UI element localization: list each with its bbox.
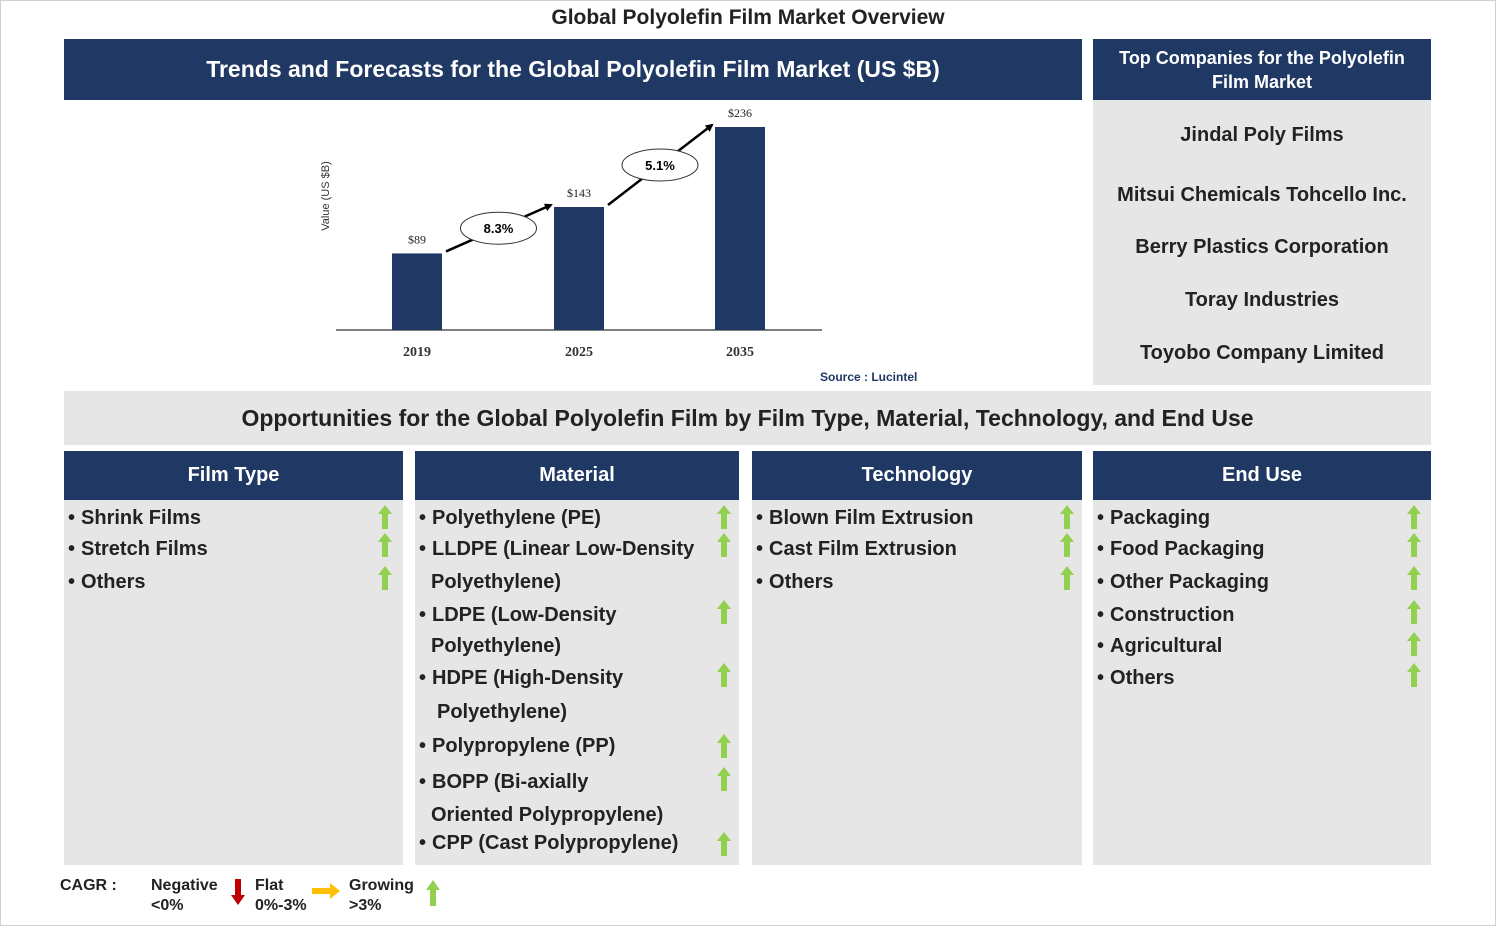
legend-negative: Negative <0%: [151, 876, 218, 916]
column-header-technology: Technology: [752, 451, 1082, 500]
legend-negative-range: <0%: [151, 897, 184, 914]
list-item-continuation: Polyethylene): [431, 571, 562, 593]
legend-flat-range: 0%-3%: [255, 897, 307, 914]
cagr-label: 8.3%: [484, 221, 514, 236]
growing-arrow-icon: [717, 600, 731, 624]
list-item: • Construction: [1097, 604, 1235, 626]
list-item: • Others: [68, 571, 146, 593]
list-item: • Agricultural: [1097, 635, 1223, 657]
legend-label: CAGR :: [60, 877, 117, 894]
column-header-material: Material: [415, 451, 739, 500]
bar-value-label: $143: [567, 186, 591, 200]
list-item: • Food Packaging: [1097, 538, 1265, 560]
list-item: • CPP (Cast Polypropylene): [419, 832, 679, 854]
growing-arrow-icon: [717, 505, 731, 529]
legend-growing: Growing >3%: [349, 876, 414, 916]
list-item: • LLDPE (Linear Low-Density: [419, 538, 695, 560]
growing-arrow-icon: [1407, 505, 1421, 529]
market-bar-chart: Value (US $B) $89 2019 $143 2025 $236 2035 8.…: [320, 106, 917, 384]
growing-arrow-icon: [717, 734, 731, 758]
legend-flat-label: Flat: [255, 877, 284, 894]
growing-arrow-icon: [1407, 533, 1421, 557]
legend-flat: Flat 0%-3%: [255, 876, 307, 916]
growing-arrow-icon: [717, 832, 731, 856]
list-item: • LDPE (Low-Density: [419, 604, 617, 626]
list-item: • BOPP (Bi-axially: [419, 771, 589, 793]
growing-arrow-icon: [717, 663, 731, 687]
list-item: • Other Packaging: [1097, 571, 1269, 593]
x-tick-label: 2035: [726, 345, 754, 360]
list-item: • HDPE (High-Density: [419, 667, 624, 689]
list-item: • Stretch Films: [68, 538, 208, 560]
growing-arrow-icon: [1407, 600, 1421, 624]
legend-growing-label: Growing: [349, 877, 414, 894]
bar-value-label: $236: [728, 106, 752, 120]
source-label: Source : Lucintel: [820, 370, 917, 384]
opportunities-title: Opportunities for the Global Polyolefin …: [64, 391, 1431, 445]
growing-arrow-icon: [1407, 566, 1421, 590]
bar-2019: [392, 253, 442, 330]
list-item-continuation: Polyethylene): [437, 701, 568, 723]
growing-arrow-icon: [1407, 663, 1421, 687]
list-item: • Polyethylene (PE): [419, 507, 601, 529]
company-item: Jindal Poly Films: [1180, 124, 1344, 146]
y-axis-label: Value (US $B): [320, 161, 332, 231]
cagr-bubble: [460, 211, 537, 245]
bar-value-label: $89: [408, 232, 426, 246]
growing-arrow-icon: [1060, 566, 1074, 590]
growing-arrow-icon: [1060, 533, 1074, 557]
list-item: • Blown Film Extrusion: [756, 507, 974, 529]
chart-header: Trends and Forecasts for the Global Poly…: [64, 39, 1082, 100]
column-body-film-type: [64, 500, 403, 865]
growing-arrow-icon: [717, 767, 731, 791]
growing-arrow-icon: [378, 533, 392, 557]
growing-arrow-icon: [1407, 632, 1421, 656]
list-item: • Shrink Films: [68, 507, 202, 529]
column-body-material: [415, 500, 739, 865]
company-item: Mitsui Chemicals Tohcello Inc.: [1117, 184, 1407, 206]
column-header-end-use: End Use: [1093, 451, 1431, 500]
bar-2025: [554, 206, 604, 330]
page-title: Global Polyolefin Film Market Overview: [551, 6, 945, 29]
growing-arrow-icon: [717, 533, 731, 557]
company-item: Berry Plastics Corporation: [1135, 236, 1389, 258]
list-item: • Packaging: [1097, 507, 1211, 529]
flat-arrow-icon: [312, 883, 340, 899]
list-item-continuation: Polyethylene): [431, 635, 562, 657]
column-body-technology: [752, 500, 1082, 865]
list-item-continuation: Oriented Polypropylene): [431, 804, 664, 826]
cagr-label: 5.1%: [645, 158, 675, 173]
x-tick-label: 2019: [403, 345, 431, 360]
x-tick-label: 2025: [565, 345, 593, 360]
legend-growing-range: >3%: [349, 897, 382, 914]
growing-arrow-icon: [378, 566, 392, 590]
growing-arrow-icon: [426, 880, 440, 906]
list-item: • Polypropylene (PP): [419, 735, 616, 757]
growing-arrow-icon: [1060, 505, 1074, 529]
list-item: • Others: [1097, 667, 1175, 689]
company-item: Toray Industries: [1184, 289, 1340, 311]
list-item: • Cast Film Extrusion: [756, 538, 957, 560]
list-item: • Others: [756, 571, 834, 593]
column-header-film-type: Film Type: [64, 451, 403, 500]
company-item: Toyobo Company Limited: [1139, 342, 1385, 364]
bar-2035: [715, 127, 765, 330]
companies-panel: Jindal Poly Films Mitsui Chemicals Tohce…: [1093, 100, 1431, 385]
companies-header: Top Companies for the Polyolefin Film Ma…: [1093, 39, 1431, 100]
growing-arrow-icon: [378, 505, 392, 529]
column-body-end-use: [1093, 500, 1431, 865]
legend-negative-label: Negative: [151, 877, 218, 894]
negative-arrow-icon: [231, 879, 245, 905]
cagr-bubble: [621, 148, 699, 182]
